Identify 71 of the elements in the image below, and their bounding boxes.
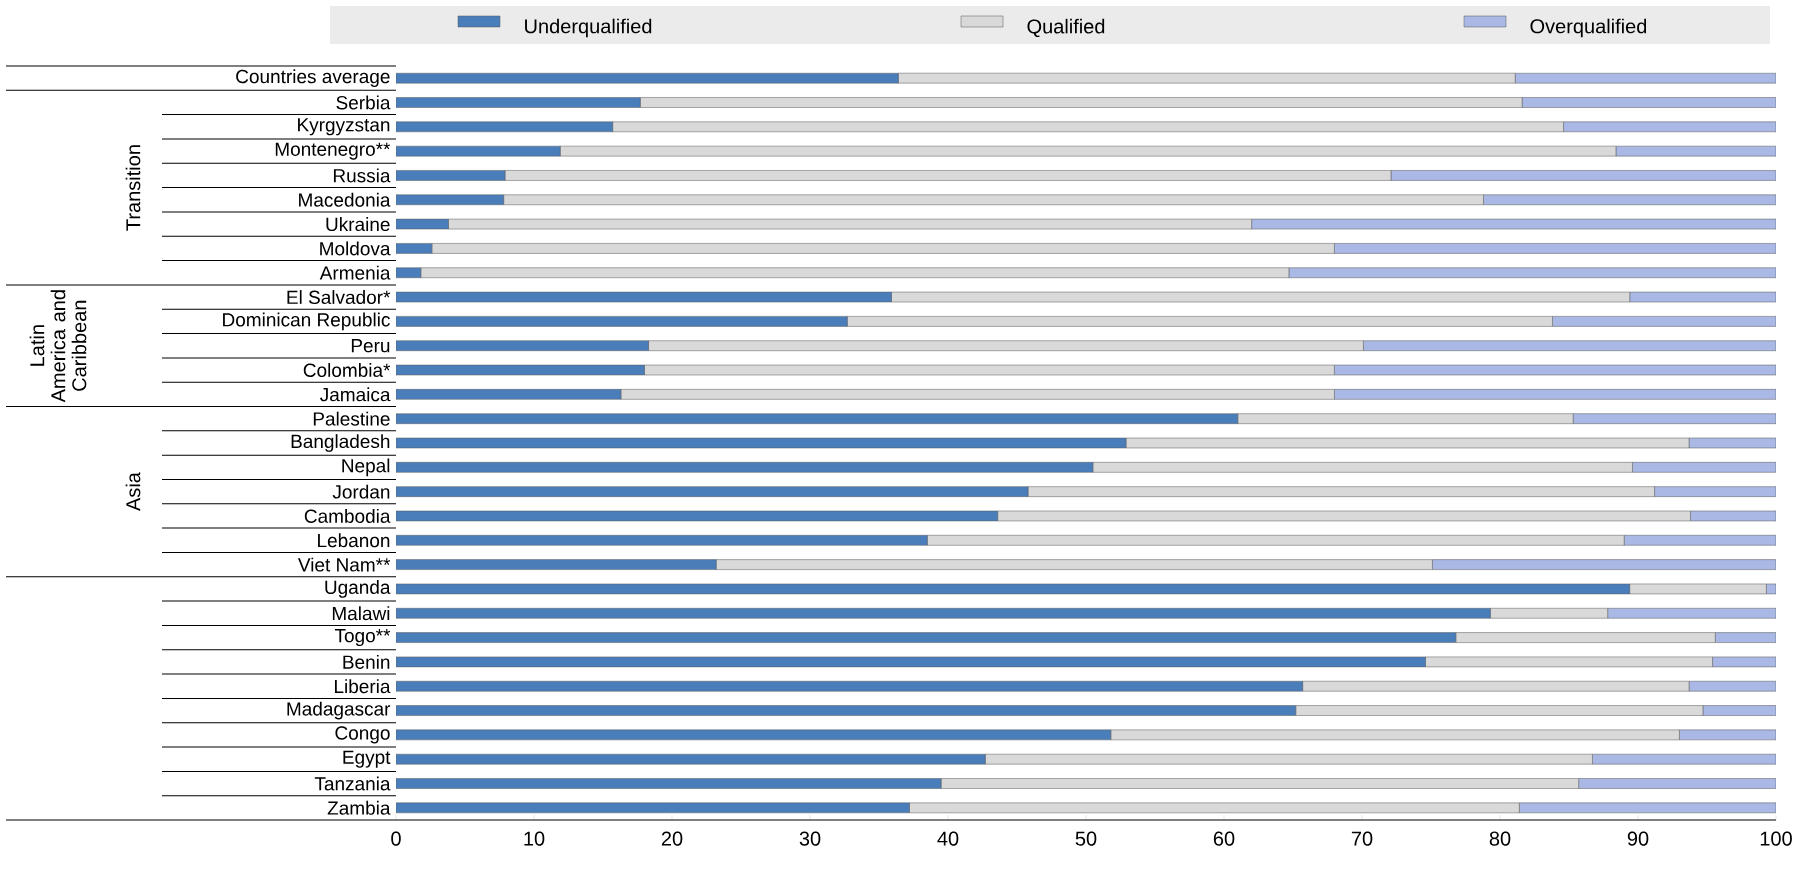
bar bbox=[396, 316, 848, 327]
bar bbox=[396, 802, 910, 814]
text: Asia bbox=[125, 472, 141, 512]
bar bbox=[1490, 608, 1608, 619]
y-tick-label: Jamaica bbox=[320, 387, 391, 402]
x-tick-label: 90 bbox=[1627, 831, 1649, 846]
x-tick-label: 30 bbox=[799, 831, 821, 846]
bar bbox=[396, 97, 641, 108]
bar bbox=[396, 462, 1094, 473]
y-tick-label: Zambia bbox=[327, 800, 391, 815]
y-tick-label: Palestine bbox=[313, 411, 390, 426]
bar bbox=[396, 705, 1297, 716]
y-tick-label: Ukraine bbox=[326, 217, 390, 232]
y-tick-label: Macedonia bbox=[299, 192, 391, 207]
y-tick-label: Serbia bbox=[336, 95, 391, 110]
y-tick-label: Liberia bbox=[334, 679, 391, 694]
bar bbox=[1390, 170, 1776, 181]
y-tick-label: Viet Nam** bbox=[297, 557, 391, 572]
y-tick-label: Tanzania bbox=[314, 776, 391, 791]
y-tick-label: Benin bbox=[343, 654, 390, 669]
bar bbox=[396, 535, 928, 546]
x-tick-label: 20 bbox=[661, 831, 683, 846]
bar bbox=[1334, 389, 1776, 400]
y-tick-label: Madagascar bbox=[287, 701, 391, 720]
y-tick-label: Egypt bbox=[343, 750, 391, 768]
x-tick-label: 50 bbox=[1075, 831, 1097, 846]
y-tick-label: Nepal bbox=[342, 458, 390, 477]
text: Transition bbox=[125, 145, 141, 231]
bar bbox=[1288, 267, 1776, 278]
bar bbox=[396, 486, 1029, 497]
legend-label: Overqualified bbox=[1530, 18, 1647, 38]
x-tick-label: 60 bbox=[1213, 831, 1235, 846]
y-tick-label: Russia bbox=[333, 168, 391, 183]
y-tick-label: Cambodia bbox=[304, 508, 391, 523]
bar bbox=[396, 559, 717, 570]
x-tick-label: 40 bbox=[937, 831, 959, 846]
bar bbox=[1363, 340, 1776, 351]
y-tick-label: Bangladesh bbox=[291, 434, 390, 452]
y-tick-label: Kyrgyzstan bbox=[298, 118, 390, 136]
y-tick-label: Togo** bbox=[334, 629, 391, 647]
y-tick-label: Dominican Republic bbox=[223, 312, 390, 331]
legend-label: Qualified bbox=[1027, 18, 1105, 38]
x-tick-label: 10 bbox=[524, 831, 545, 846]
bar bbox=[396, 680, 1303, 692]
legend-label: Underqualified bbox=[525, 18, 652, 38]
y-tick-label: Peru bbox=[351, 339, 390, 353]
y-tick-label: Malawi bbox=[332, 606, 390, 621]
bar bbox=[396, 413, 1239, 424]
y-tick-label: Montenegro** bbox=[275, 142, 391, 160]
y-tick-label: Lebanon bbox=[318, 533, 390, 548]
text: Latin America and Caribbean bbox=[29, 290, 87, 403]
y-tick-label: Countries average bbox=[236, 69, 390, 88]
bar bbox=[1483, 194, 1776, 206]
x-tick-label: 100 bbox=[1760, 831, 1792, 846]
y-tick-label: Congo bbox=[335, 726, 390, 744]
y-tick-label: Moldova bbox=[320, 241, 391, 256]
x-tick-label: 0 bbox=[391, 831, 401, 846]
x-tick-label: 80 bbox=[1489, 831, 1511, 846]
x-tick-label: 70 bbox=[1351, 831, 1373, 846]
bar bbox=[1432, 559, 1776, 570]
y-tick-label: El Salvador* bbox=[287, 290, 391, 305]
bar bbox=[396, 753, 986, 765]
bar bbox=[396, 778, 942, 789]
y-tick-label: Jordan bbox=[332, 484, 390, 499]
y-tick-label: Armenia bbox=[319, 265, 391, 280]
y-tick-label: Colombia* bbox=[303, 363, 391, 378]
bar bbox=[1334, 243, 1776, 254]
bar bbox=[396, 72, 899, 84]
y-tick-label: Uganda bbox=[325, 580, 391, 598]
bar bbox=[396, 632, 1457, 643]
bar bbox=[396, 608, 1491, 619]
